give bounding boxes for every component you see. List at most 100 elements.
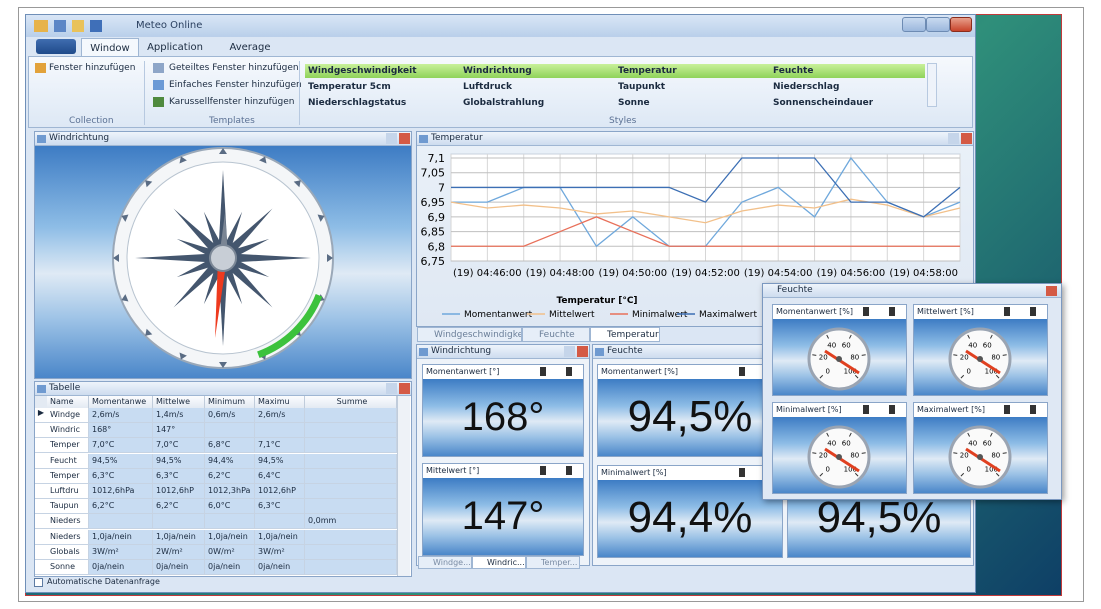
column-header[interactable]: Minimum (205, 396, 255, 408)
center-tab[interactable]: Temperatur (590, 327, 660, 342)
tile-buttons[interactable] (1004, 307, 1044, 316)
gauge-label: 0 (966, 465, 970, 473)
tile-label: Minimalwert [%] (601, 468, 667, 477)
table-cell: Temper (47, 438, 89, 453)
panel-close[interactable] (399, 133, 410, 144)
group-label: Styles (609, 116, 636, 126)
row-selector (35, 560, 47, 575)
panel-close[interactable] (577, 346, 588, 357)
column-header[interactable]: Maximu (255, 396, 305, 408)
panel-pin[interactable] (564, 346, 575, 357)
y-tick-label: 6,8 (428, 240, 446, 253)
close-button[interactable] (950, 17, 972, 32)
row-selector (35, 484, 47, 499)
table-cell: 6,3°C (153, 469, 205, 484)
style-item[interactable]: Niederschlagstatus (308, 98, 406, 108)
column-header[interactable]: Summe (305, 396, 397, 408)
template-item[interactable]: Einfaches Fenster hinzufügen (169, 80, 302, 90)
gauge-label: 60 (983, 342, 992, 350)
style-item[interactable]: Luftdruck (463, 82, 512, 92)
tile-label: Mittelwert [°] (426, 466, 479, 475)
table-cell: 6,4°C (255, 469, 305, 484)
style-item[interactable]: Sonnenscheindauer (773, 98, 873, 108)
table-cell: 6,2°C (153, 499, 205, 514)
value-tile: Momentanwert [%]94,5% (597, 364, 783, 457)
panel-icon (419, 348, 428, 356)
group-separator (299, 61, 300, 125)
quick-access[interactable] (34, 20, 124, 32)
panel-pin[interactable] (386, 133, 397, 144)
panel-icon (37, 385, 46, 393)
value-tile: Minimalwert [%]94,4% (597, 465, 783, 558)
column-header[interactable]: Momentanwe (89, 396, 153, 408)
ribbon-tab[interactable]: Window (81, 38, 139, 56)
gauge-tick (862, 355, 866, 356)
tile-body: 168° (423, 379, 583, 456)
style-item[interactable]: Globalstrahlung (463, 98, 544, 108)
table-cell: Nieders (47, 514, 89, 529)
center-tab[interactable]: Windgeschwindigkeit (417, 327, 522, 342)
table-cell: 7,1°C (255, 438, 305, 453)
status-checkbox[interactable] (34, 578, 43, 587)
style-item[interactable]: Windrichtung (463, 66, 532, 76)
table-cell: Windge (47, 408, 89, 423)
bottom-tab[interactable]: Temper... (526, 556, 580, 569)
row-selector (35, 514, 47, 529)
panel-header: Windrichtung (35, 132, 411, 146)
table-cell (153, 514, 205, 529)
tile-label: Momentanwert [°] (426, 367, 499, 376)
tile-buttons[interactable] (540, 466, 580, 475)
ribbon-tab[interactable]: Average (216, 38, 284, 56)
style-item[interactable]: Sonne (618, 98, 650, 108)
style-item[interactable]: Niederschlag (773, 82, 839, 92)
table-cell: 7,0°C (89, 438, 153, 453)
group-label: Templates (209, 116, 255, 126)
panel-close[interactable] (961, 133, 972, 144)
legend-label: Maximalwert (699, 310, 757, 320)
style-item[interactable]: Feuchte (773, 66, 813, 76)
template-item[interactable]: Geteiltes Fenster hinzufügen (169, 63, 299, 73)
x-tick-label: (19) 04:52:00 (671, 268, 740, 279)
panel-close[interactable] (399, 383, 410, 394)
template-item[interactable]: Karussellfenster hinzufügen (169, 97, 294, 107)
gauge-hub (977, 454, 983, 460)
panel-pin[interactable] (386, 383, 397, 394)
app-menu-button[interactable] (36, 39, 76, 54)
gauge-label: 80 (850, 353, 859, 361)
tile-buttons[interactable] (540, 367, 580, 376)
panel-icon (419, 135, 428, 143)
collection-item[interactable]: Fenster hinzufügen (49, 63, 135, 73)
legend-label: Momentanwert (464, 310, 533, 320)
panel-body: NameMomentanweMittelweMinimumMaximuSumme… (35, 396, 411, 576)
panel-icon (595, 348, 604, 356)
wind-panel: WindrichtungMomentanwert [°]168°Mittelwe… (416, 344, 590, 566)
panel-header: Tabelle (35, 382, 411, 396)
tile-label: Minimalwert [%] (776, 405, 842, 414)
style-item[interactable]: Windgeschwindigkeit (308, 66, 417, 76)
tile-buttons[interactable] (863, 307, 903, 316)
style-item[interactable]: Taupunkt (618, 82, 665, 92)
gauge-label: 60 (842, 440, 851, 448)
floating-close[interactable] (1046, 286, 1057, 296)
style-item[interactable]: Temperatur (618, 66, 677, 76)
gauge-label: 0 (966, 367, 970, 375)
table-scrollbar[interactable] (397, 396, 410, 576)
table-cell (305, 408, 397, 423)
template-icon (153, 97, 164, 107)
style-item[interactable]: Temperatur 5cm (308, 82, 391, 92)
table-cell: 6,3°C (89, 469, 153, 484)
column-header[interactable]: Mittelwe (153, 396, 205, 408)
tile-buttons[interactable] (1004, 405, 1044, 414)
bottom-tab[interactable]: Windric... (472, 556, 526, 569)
tile-buttons[interactable] (863, 405, 903, 414)
table-cell (89, 514, 153, 529)
center-tab[interactable]: Feuchte (522, 327, 590, 342)
gauge-label: 40 (827, 342, 836, 350)
column-header[interactable]: Name (47, 396, 89, 408)
minimize-button[interactable] (902, 17, 926, 32)
bottom-tab[interactable]: Windge... (418, 556, 472, 569)
maximize-button[interactable] (926, 17, 950, 32)
style-scroll[interactable] (927, 63, 937, 107)
ribbon-tab[interactable]: Application (141, 38, 209, 56)
panel-pin[interactable] (948, 133, 959, 144)
